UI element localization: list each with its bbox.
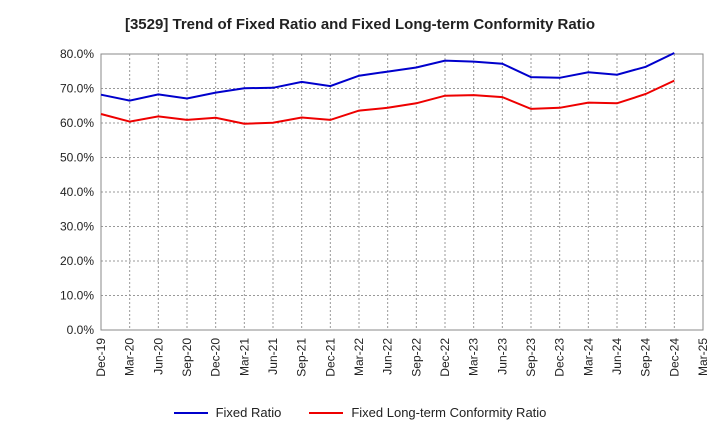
legend-label-fixed-long-term-conformity-ratio: Fixed Long-term Conformity Ratio [351, 405, 547, 420]
y-tick-label: 40.0% [60, 185, 94, 199]
legend-swatch-fixed-ratio [173, 411, 208, 414]
x-tick-label: Dec-20 [209, 338, 223, 377]
series-line-fixed-long-term-conformity-ratio [100, 79, 675, 125]
plot-area [100, 53, 704, 331]
x-tick-label: Jun-24 [610, 338, 624, 375]
chart-title: [3529] Trend of Fixed Ratio and Fixed Lo… [124, 16, 596, 33]
x-tick-label: Jun-23 [495, 338, 509, 375]
x-tick-label: Jun-20 [151, 338, 165, 375]
x-tick-label: Dec-22 [438, 338, 452, 377]
x-tick-label: Mar-24 [581, 338, 595, 376]
x-axis-ticks: Dec-19 Mar-20 Jun-20 Sep-20 Dec-20 Mar-21 Jun-… [94, 338, 710, 377]
x-tick-label: Mar-22 [352, 338, 366, 376]
grid-lines [101, 54, 703, 330]
x-tick-label: Dec-21 [323, 338, 337, 377]
legend: Fixed Ratio Fixed Long-term Conformity R… [0, 405, 720, 420]
legend-swatch-fixed-long-term-conformity-ratio [309, 411, 344, 414]
x-tick-label: Jun-21 [266, 338, 280, 375]
y-tick-label: 70.0% [60, 82, 94, 96]
y-tick-label: 60.0% [60, 116, 94, 130]
x-tick-label: Mar-20 [123, 338, 137, 376]
x-tick-label: Sep-20 [180, 338, 194, 377]
y-tick-label: 0.0% [67, 323, 95, 337]
x-tick-label: Mar-21 [237, 338, 251, 376]
y-tick-label: 20.0% [60, 254, 94, 268]
legend-item-fixed-long-term-conformity-ratio: Fixed Long-term Conformity Ratio [309, 405, 546, 420]
y-axis-ticks: 0.0% 10.0% 20.0% 30.0% 40.0% 50.0% 60.0% 70.0% 8… [60, 47, 94, 337]
x-tick-label: Jun-22 [381, 338, 395, 375]
x-tick-label: Mar-25 [696, 338, 710, 376]
legend-item-fixed-ratio: Fixed Ratio [173, 405, 282, 420]
x-tick-label: Dec-24 [667, 338, 681, 377]
series-lines [100, 52, 675, 125]
series-line-fixed-ratio [100, 52, 675, 102]
y-tick-label: 30.0% [60, 220, 94, 234]
y-tick-label: 50.0% [60, 151, 94, 165]
x-tick-label: Sep-24 [639, 338, 653, 377]
x-tick-label: Sep-22 [409, 338, 423, 377]
x-tick-label: Sep-23 [524, 338, 538, 377]
x-tick-label: Mar-23 [467, 338, 481, 376]
y-tick-label: 80.0% [60, 47, 94, 61]
y-tick-label: 10.0% [60, 289, 94, 303]
x-tick-label: Dec-19 [94, 338, 108, 377]
legend-label-fixed-ratio: Fixed Ratio [215, 405, 282, 420]
x-tick-label: Sep-21 [295, 338, 309, 377]
x-tick-label: Dec-23 [553, 338, 567, 377]
